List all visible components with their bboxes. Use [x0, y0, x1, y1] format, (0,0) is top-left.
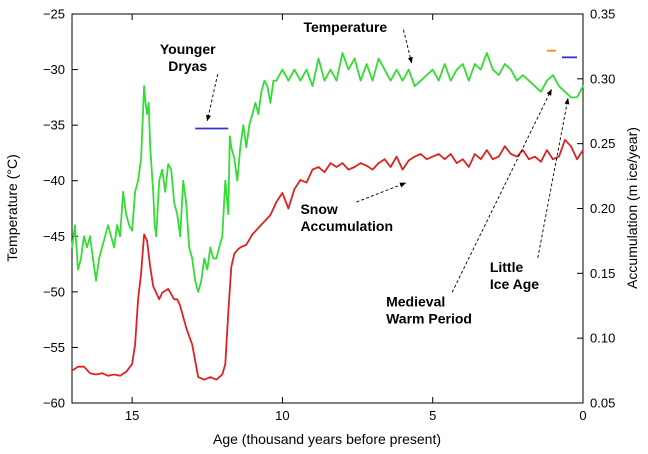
annotation-text: Temperature — [303, 19, 387, 35]
annotation: Temperature — [303, 19, 413, 64]
overlay-marks — [195, 49, 577, 130]
y-left-tick-label: −50 — [43, 284, 65, 299]
y-right-tick-label: 0.35 — [590, 7, 615, 22]
annotation-arrow — [403, 29, 413, 64]
y-axis-right-label: Accumulation (m ice/year) — [624, 127, 640, 289]
series-line-accumulation — [71, 138, 584, 381]
y-right-tick-label: 0.30 — [590, 71, 615, 86]
y-right-tick-label: 0.25 — [590, 136, 615, 151]
y-left-tick-label: −45 — [43, 229, 65, 244]
annotation-arrow — [206, 73, 219, 122]
y-left-tick-label: −55 — [43, 340, 65, 355]
x-axis-label: Age (thousand years before present) — [213, 431, 441, 447]
annotation: Little Ice Age — [490, 97, 570, 292]
annotation: Younger Dryas — [160, 41, 219, 122]
annotation: Medieval Warm Period — [386, 89, 552, 326]
y-left-tick-label: −30 — [43, 62, 65, 77]
y-right-tick-label: 0.05 — [590, 396, 615, 411]
y-right-tick-label: 0.20 — [590, 201, 615, 216]
annotation-text: Medieval Warm Period — [386, 293, 472, 326]
annotation-arrow — [451, 89, 552, 293]
annotation-text: Snow Accumulation — [300, 201, 393, 234]
x-tick-label: 15 — [125, 408, 139, 423]
y-left-tick-label: −35 — [43, 118, 65, 133]
x-tick-label: 0 — [579, 408, 586, 423]
annotations: Younger Dryas Temperature Snow Accumulation L… — [160, 19, 570, 326]
x-tick-label: 10 — [275, 408, 289, 423]
annotation-arrow — [537, 97, 570, 258]
annotation-text: Little Ice Age — [490, 259, 539, 292]
series-layer — [71, 52, 584, 381]
annotation: Snow Accumulation — [300, 182, 407, 234]
tick-labels: 15 10 5 0 −60 −55 −50 −45 −40 −35 −30 −25 0.05 0.10 0.… — [43, 7, 615, 424]
y-left-tick-label: −40 — [43, 173, 65, 188]
series-line-temperature — [71, 52, 584, 293]
annotation-text: Younger Dryas — [160, 41, 216, 74]
y-left-tick-label: −25 — [43, 7, 65, 22]
y-right-tick-label: 0.10 — [590, 331, 615, 346]
x-tick-label: 5 — [429, 408, 436, 423]
y-left-tick-label: −60 — [43, 396, 65, 411]
y-right-tick-label: 0.15 — [590, 266, 615, 281]
y-axis-left-label: Temperature (°C) — [4, 154, 20, 262]
annotation-arrow — [356, 182, 407, 203]
